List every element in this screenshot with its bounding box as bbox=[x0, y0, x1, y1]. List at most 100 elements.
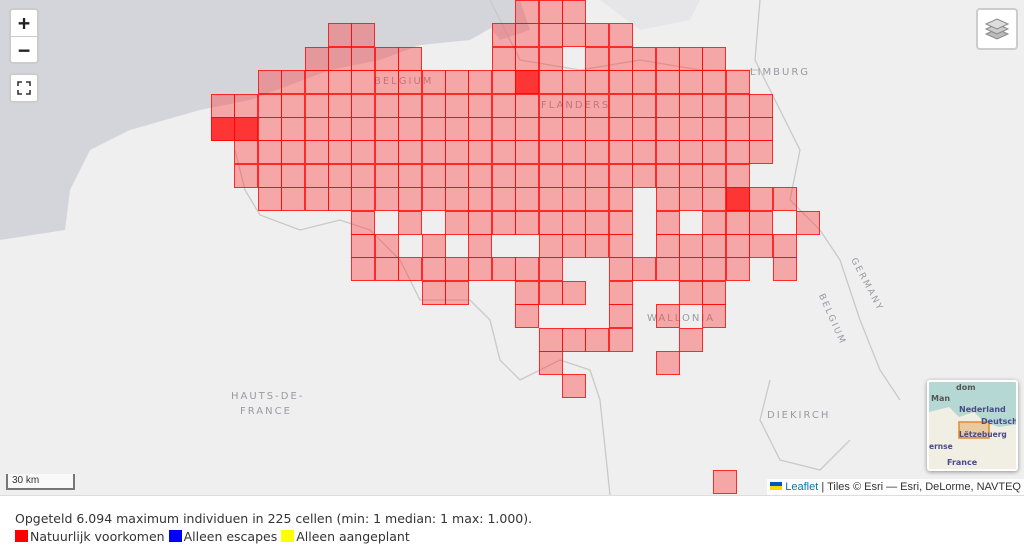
grid-cell[interactable] bbox=[772, 234, 797, 258]
grid-cell[interactable] bbox=[562, 0, 586, 24]
grid-cell[interactable] bbox=[538, 163, 563, 188]
grid-cell[interactable] bbox=[468, 93, 493, 118]
grid-cell[interactable] bbox=[445, 210, 469, 235]
grid-cell[interactable] bbox=[468, 163, 493, 188]
grid-cell[interactable] bbox=[608, 234, 633, 258]
grid-cell[interactable] bbox=[655, 257, 680, 282]
grid-cell[interactable] bbox=[328, 140, 352, 165]
grid-cell[interactable] bbox=[211, 93, 235, 118]
grid-cell[interactable] bbox=[585, 140, 610, 165]
grid-cell[interactable] bbox=[749, 187, 774, 212]
grid-cell[interactable] bbox=[562, 327, 586, 352]
grid-cell[interactable] bbox=[445, 93, 469, 118]
grid-cell[interactable] bbox=[679, 327, 703, 352]
grid-cell[interactable] bbox=[491, 140, 516, 165]
grid-cell[interactable] bbox=[679, 70, 703, 95]
grid-cell[interactable] bbox=[702, 280, 727, 305]
grid-cell[interactable] bbox=[562, 163, 586, 188]
grid-cell[interactable] bbox=[725, 257, 750, 282]
grid-cell[interactable] bbox=[374, 257, 399, 282]
grid-cell[interactable] bbox=[702, 163, 727, 188]
grid-cell[interactable] bbox=[538, 117, 563, 141]
grid-cell[interactable] bbox=[679, 187, 703, 212]
grid-cell[interactable] bbox=[351, 163, 376, 188]
grid-cell[interactable] bbox=[608, 163, 633, 188]
grid-cell[interactable] bbox=[374, 117, 399, 141]
grid-cell[interactable] bbox=[445, 117, 469, 141]
grid-cell[interactable] bbox=[234, 163, 259, 188]
grid-cell[interactable] bbox=[702, 210, 727, 235]
grid-cell[interactable] bbox=[562, 210, 586, 235]
grid-cell[interactable] bbox=[351, 257, 376, 282]
grid-cell[interactable] bbox=[562, 187, 586, 212]
grid-cell[interactable] bbox=[655, 234, 680, 258]
grid-cell[interactable] bbox=[491, 70, 516, 95]
grid-cell[interactable] bbox=[608, 23, 633, 48]
grid-cell[interactable] bbox=[281, 187, 306, 212]
grid-cell[interactable] bbox=[679, 117, 703, 141]
grid-cell[interactable] bbox=[351, 187, 376, 212]
grid-cell[interactable] bbox=[398, 70, 423, 95]
grid-cell[interactable] bbox=[328, 163, 352, 188]
grid-cell[interactable] bbox=[655, 351, 680, 375]
grid-cell[interactable] bbox=[725, 70, 750, 95]
grid-cell[interactable] bbox=[585, 210, 610, 235]
grid-cell[interactable] bbox=[585, 234, 610, 258]
grid-cell[interactable] bbox=[374, 70, 399, 95]
grid-cell[interactable] bbox=[538, 140, 563, 165]
grid-cell[interactable] bbox=[585, 46, 610, 71]
grid-cell[interactable] bbox=[515, 280, 540, 305]
grid-cell[interactable] bbox=[562, 70, 586, 95]
grid-cell[interactable] bbox=[632, 93, 657, 118]
grid-cell[interactable] bbox=[679, 234, 703, 258]
grid-cell[interactable] bbox=[421, 163, 446, 188]
grid-cell[interactable] bbox=[538, 257, 563, 282]
grid-cell[interactable] bbox=[772, 187, 797, 212]
grid-cell[interactable] bbox=[562, 93, 586, 118]
grid-cell[interactable] bbox=[585, 93, 610, 118]
grid-cell[interactable] bbox=[702, 93, 727, 118]
grid-cell[interactable] bbox=[328, 23, 352, 48]
grid-cell[interactable] bbox=[491, 46, 516, 71]
grid-cell[interactable] bbox=[725, 234, 750, 258]
grid-cell[interactable] bbox=[328, 187, 352, 212]
grid-cell[interactable] bbox=[608, 46, 633, 71]
grid-cell[interactable] bbox=[562, 280, 586, 305]
grid-cell[interactable] bbox=[304, 140, 329, 165]
grid-cell[interactable] bbox=[491, 187, 516, 212]
grid-cell[interactable] bbox=[351, 46, 376, 71]
grid-cell[interactable] bbox=[538, 46, 563, 71]
grid-cell[interactable] bbox=[702, 46, 727, 71]
grid-cell[interactable] bbox=[515, 163, 540, 188]
grid-cell[interactable] bbox=[632, 257, 657, 282]
grid-cell[interactable] bbox=[608, 187, 633, 212]
grid-cell[interactable] bbox=[655, 304, 680, 329]
grid-cell[interactable] bbox=[796, 210, 820, 235]
grid-cell[interactable] bbox=[538, 23, 563, 48]
grid-cell[interactable] bbox=[328, 117, 352, 141]
grid-cell[interactable] bbox=[374, 46, 399, 71]
grid-cell[interactable] bbox=[445, 140, 469, 165]
grid-cell[interactable] bbox=[679, 93, 703, 118]
grid-cell[interactable] bbox=[749, 93, 774, 118]
grid-cell[interactable] bbox=[398, 140, 423, 165]
map[interactable]: BELGIUM FLANDERS LIMBURG WALLONIA GERMAN… bbox=[0, 0, 1024, 495]
grid-cell[interactable] bbox=[562, 234, 586, 258]
grid-cell[interactable] bbox=[702, 70, 727, 95]
grid-cell[interactable] bbox=[351, 140, 376, 165]
grid-cell[interactable] bbox=[468, 140, 493, 165]
grid-cell[interactable] bbox=[374, 163, 399, 188]
grid-cell[interactable] bbox=[281, 140, 306, 165]
grid-cell[interactable] bbox=[725, 140, 750, 165]
grid-cell[interactable] bbox=[679, 163, 703, 188]
minimap[interactable]: Man dom Nederland Deutschl Lëtzebuerg er… bbox=[927, 380, 1018, 471]
grid-cell[interactable] bbox=[374, 187, 399, 212]
grid-cell[interactable] bbox=[281, 163, 306, 188]
grid-cell[interactable] bbox=[515, 304, 540, 329]
grid-cell[interactable] bbox=[257, 163, 282, 188]
grid-cell[interactable] bbox=[538, 280, 563, 305]
grid-cell[interactable] bbox=[398, 163, 423, 188]
grid-cell[interactable] bbox=[655, 140, 680, 165]
grid-cell[interactable] bbox=[515, 0, 540, 24]
grid-cell[interactable] bbox=[515, 46, 540, 71]
